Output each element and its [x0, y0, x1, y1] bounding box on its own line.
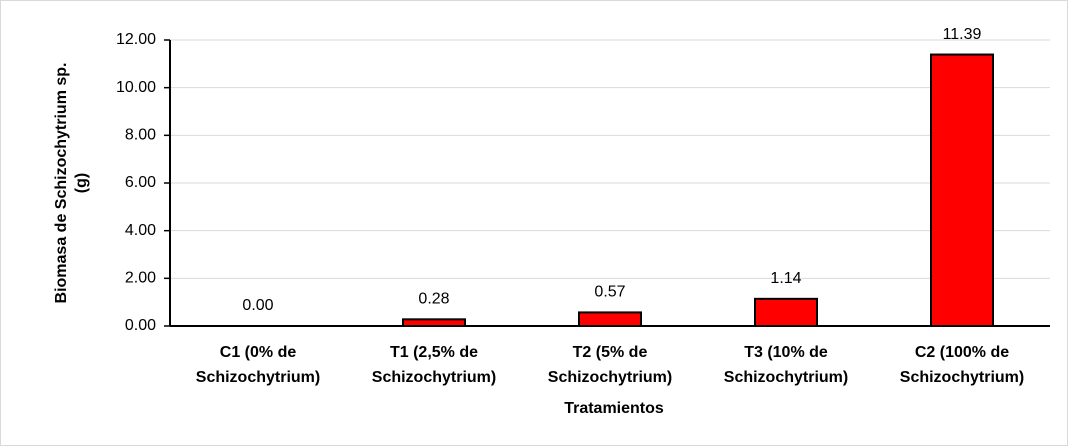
y-tick-label: 10.00	[116, 79, 156, 96]
value-label: 11.39	[943, 26, 982, 43]
y-axis-label: Biomasa de Schizochytrium sp.	[53, 63, 70, 304]
value-label: 1.14	[770, 270, 801, 287]
value-label: 0.57	[594, 284, 625, 301]
y-tick-label: 2.00	[125, 270, 156, 287]
value-label: 0.00	[242, 297, 273, 314]
bar	[578, 311, 642, 328]
x-tick-label: Schizochytrium)	[724, 369, 848, 386]
y-axis-label: (g)	[73, 173, 90, 193]
x-tick-label: C1 (0% de	[220, 344, 297, 361]
y-tick-label: 8.00	[125, 127, 156, 144]
x-tick-label: Schizochytrium)	[548, 369, 672, 386]
y-tick-label: 6.00	[125, 174, 156, 191]
x-axis-label: Tratamientos	[564, 400, 664, 417]
y-tick-label: 12.00	[116, 31, 156, 48]
bar	[402, 318, 466, 327]
x-tick-label: Schizochytrium)	[372, 369, 496, 386]
x-tick-label: Schizochytrium)	[900, 369, 1024, 386]
x-tick-label: T2 (5% de	[573, 344, 648, 361]
value-label: 0.28	[418, 291, 449, 308]
y-tick-label: 4.00	[125, 222, 156, 239]
bar	[930, 53, 994, 328]
x-tick-label: T1 (2,5% de	[390, 344, 478, 361]
x-tick-label: Schizochytrium)	[196, 369, 320, 386]
y-tick-label: 0.00	[125, 317, 156, 334]
x-tick-label: C2 (100% de	[915, 344, 1009, 361]
bar	[754, 297, 818, 327]
x-tick-label: T3 (10% de	[744, 344, 828, 361]
